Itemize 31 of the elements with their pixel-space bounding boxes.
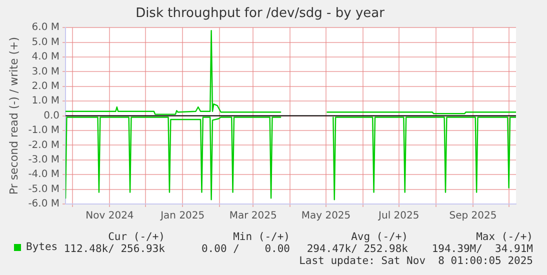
x-tick-label: May 2025 bbox=[301, 210, 351, 222]
text: 294.47k/ 252.98k bbox=[306, 243, 408, 255]
text: 112.48k/ 256.93k bbox=[64, 243, 165, 255]
y-tick-label: -2.0 M bbox=[28, 140, 60, 151]
y-tick-label: -3.0 M bbox=[28, 154, 60, 166]
y-tick-label: -6.0 M bbox=[28, 198, 60, 210]
x-tick-label: Nov 2024 bbox=[86, 210, 134, 222]
y-tick-label: 1.0 M bbox=[32, 96, 60, 107]
y-tick-label: 5.0 M bbox=[32, 36, 60, 48]
y-tick-label: 3.0 M bbox=[32, 66, 60, 78]
text: Avg (-/+) bbox=[351, 231, 408, 243]
y-tick-label: -5.0 M bbox=[28, 184, 60, 195]
y-tick-label: -1.0 M bbox=[28, 125, 60, 136]
y-tick-label: 4.0 M bbox=[32, 52, 60, 63]
text: Min (-/+) bbox=[233, 231, 290, 243]
y-tick-label: 2.0 M bbox=[32, 80, 60, 92]
x-tick-label: Mar 2025 bbox=[229, 210, 277, 222]
x-tick-label: Sep 2025 bbox=[449, 210, 497, 222]
x-tick-label: Jul 2025 bbox=[378, 210, 420, 222]
text: 0.00 / 0.00 bbox=[201, 243, 290, 255]
text: Last update: Sat Nov 8 01:00:05 2025 bbox=[299, 255, 533, 267]
x-tick-label: Jan 2025 bbox=[160, 210, 205, 222]
y-tick-label: -4.0 M bbox=[28, 169, 60, 180]
text: Cur (-/+) bbox=[108, 231, 165, 243]
chart-title: Disk throughput for /dev/sdg - by year bbox=[136, 6, 386, 22]
y-axis-title: Pr second read (-) / write (+) bbox=[7, 36, 20, 195]
text: 194.39M/ 34.91M bbox=[432, 243, 533, 255]
text: Max (-/+) bbox=[476, 231, 533, 243]
legend-label: Bytes bbox=[26, 241, 58, 253]
y-tick-label: 6.0 M bbox=[32, 22, 60, 34]
y-tick-label: 0.0 bbox=[44, 110, 60, 122]
